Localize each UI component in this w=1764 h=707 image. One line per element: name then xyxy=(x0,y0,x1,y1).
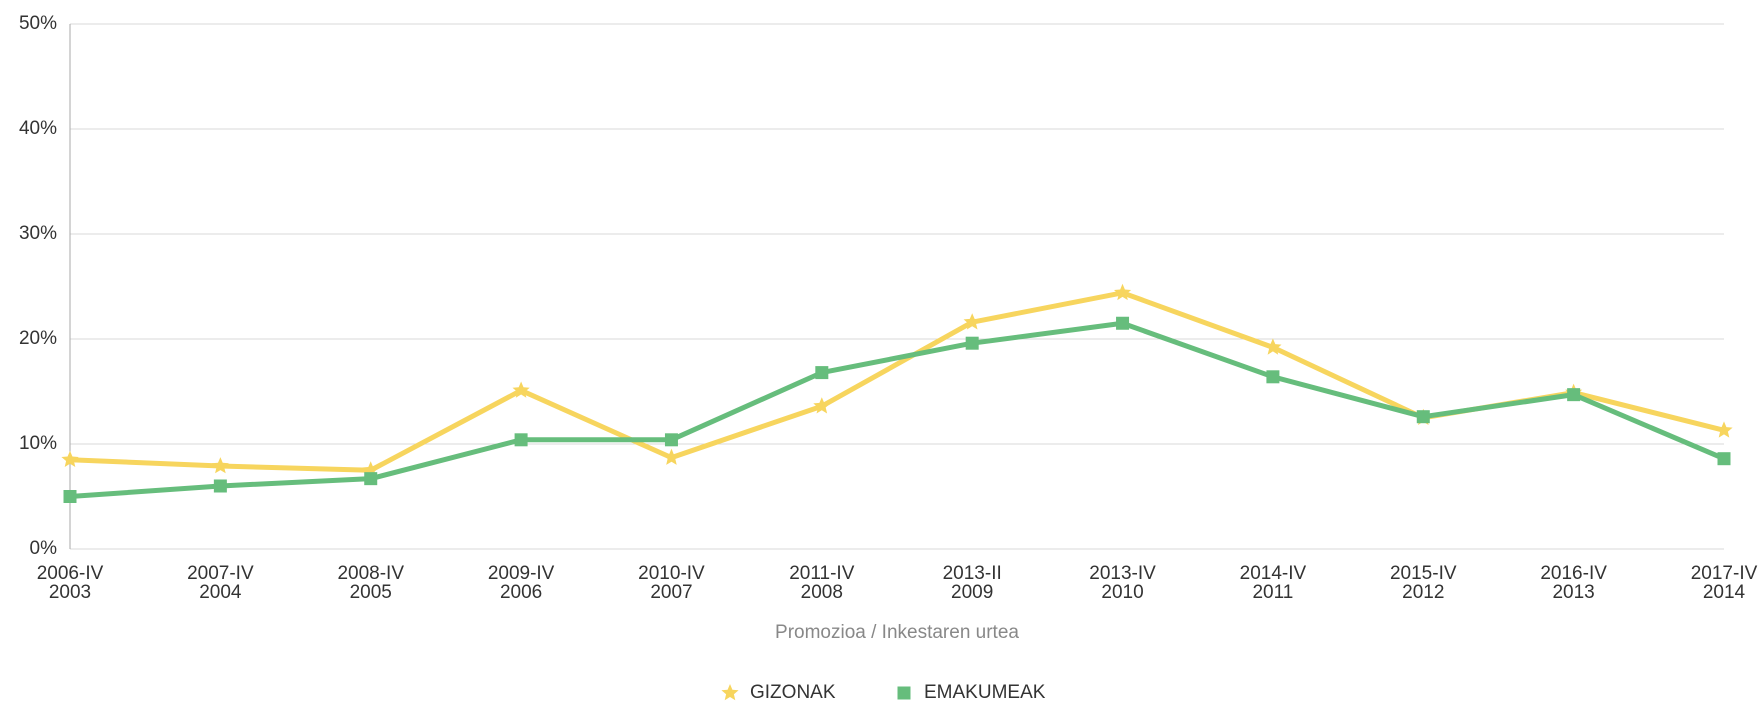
point-marker xyxy=(664,433,678,447)
legend-label: EMAKUMEAK xyxy=(924,682,1046,703)
x-tick-label: 2013-II xyxy=(943,563,1002,584)
x-tick-label: 2016-IV xyxy=(1540,563,1607,584)
x-tick-label: 2006-IV xyxy=(37,563,104,584)
x-tick-label: 2005 xyxy=(350,582,392,603)
point-marker xyxy=(1717,452,1731,466)
point-marker xyxy=(512,381,530,398)
x-tick-label: 2004 xyxy=(199,582,242,603)
x-tick-label: 2017-IV xyxy=(1691,563,1758,584)
x-tick-label: 2007-IV xyxy=(187,563,254,584)
point-marker xyxy=(662,448,680,465)
point-marker xyxy=(211,457,229,474)
x-tick-label: 2014-IV xyxy=(1240,563,1307,584)
x-tick-label: 2009-IV xyxy=(488,563,555,584)
x-tick-label: 2013-IV xyxy=(1089,563,1156,584)
x-tick-label: 2013 xyxy=(1552,582,1594,603)
point-marker xyxy=(514,433,528,447)
point-marker xyxy=(213,479,227,493)
point-marker xyxy=(1715,421,1733,438)
x-tick-label: 2006 xyxy=(500,582,542,603)
x-tick-label: 2011 xyxy=(1252,582,1293,603)
legend-label: GIZONAK xyxy=(750,682,836,703)
point-marker xyxy=(63,490,77,503)
point-marker xyxy=(963,313,981,330)
y-tick-label: 0% xyxy=(30,538,58,559)
y-tick-label: 40% xyxy=(19,118,57,139)
x-tick-label: 2010-IV xyxy=(638,563,705,584)
point-marker xyxy=(1416,410,1430,424)
point-marker xyxy=(364,472,378,486)
x-tick-label: 2010 xyxy=(1101,582,1143,603)
legend-marker xyxy=(721,684,739,701)
x-tick-label: 2008-IV xyxy=(337,563,404,584)
x-tick-label: 2015-IV xyxy=(1390,563,1457,584)
point-marker xyxy=(1264,338,1282,355)
point-marker xyxy=(815,366,829,380)
x-tick-label: 2012 xyxy=(1402,582,1444,603)
point-marker xyxy=(61,450,79,467)
y-tick-label: 30% xyxy=(19,223,57,244)
x-tick-label: 2007 xyxy=(650,582,692,603)
x-tick-label: 2011-IV xyxy=(789,563,854,584)
legend-marker xyxy=(897,686,911,700)
point-marker xyxy=(1567,388,1581,402)
x-tick-label: 2009 xyxy=(951,582,993,603)
y-tick-label: 10% xyxy=(19,433,57,454)
series-line xyxy=(69,320,1725,499)
point-marker xyxy=(965,336,979,350)
point-marker xyxy=(1114,283,1132,301)
x-axis-title: Promozioa / Inkestaren urtea xyxy=(775,622,1019,643)
point-marker xyxy=(1266,370,1280,384)
y-tick-label: 50% xyxy=(19,13,57,34)
x-tick-label: 2003 xyxy=(49,582,91,603)
x-tick-label: 2008 xyxy=(801,582,843,603)
point-marker xyxy=(813,397,831,414)
y-tick-label: 20% xyxy=(19,328,57,349)
point-marker xyxy=(1116,316,1130,330)
x-tick-label: 2014 xyxy=(1703,582,1746,603)
